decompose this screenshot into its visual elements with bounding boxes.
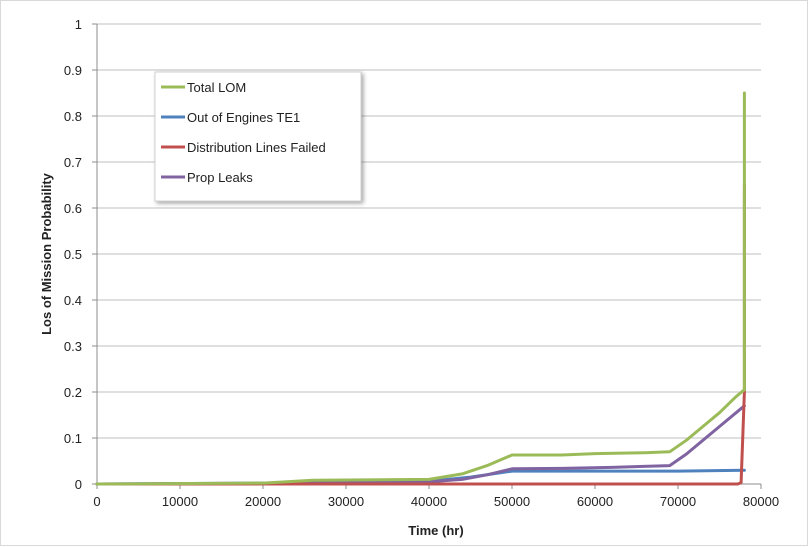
y-tick-label: 0.4 <box>64 293 82 308</box>
legend-label: Out of Engines TE1 <box>187 110 300 125</box>
y-tick-label: 0.6 <box>64 201 82 216</box>
x-tick-label: 80000 <box>743 494 779 509</box>
y-tick-label: 0.3 <box>64 339 82 354</box>
x-axis-title: Time (hr) <box>408 523 463 538</box>
series-line-prop-leaks <box>95 404 746 486</box>
legend-box <box>154 71 362 202</box>
y-tick-label: 0.5 <box>64 247 82 262</box>
y-tick-label: 0.7 <box>64 155 82 170</box>
y-tick-label: 0.8 <box>64 109 82 124</box>
x-tick-label: 60000 <box>577 494 613 509</box>
tick-labels: 0 0.1 0.2 0.3 0.4 0.5 0.6 0.7 0.8 0.9 1 0 10000 20000… <box>64 17 779 509</box>
y-tick-label: 0.2 <box>64 385 82 400</box>
x-tick-label: 10000 <box>162 494 198 509</box>
x-tick-label: 50000 <box>494 494 530 509</box>
x-tick-label: 70000 <box>660 494 696 509</box>
x-tick-label: 30000 <box>328 494 364 509</box>
series-line-total-lom <box>95 91 746 486</box>
y-tick-label: 0 <box>75 477 82 492</box>
x-tick-label: 20000 <box>245 494 281 509</box>
y-axis-title: Los of Mission Probability <box>39 172 54 335</box>
x-tick-label: 0 <box>93 494 100 509</box>
legend-label: Distribution Lines Failed <box>187 140 326 155</box>
y-tick-label: 1 <box>75 17 82 32</box>
x-tick-label: 40000 <box>411 494 447 509</box>
legend-label: Total LOM <box>187 80 246 95</box>
y-tick-label: 0.9 <box>64 63 82 78</box>
y-tick-label: 0.1 <box>64 431 82 446</box>
series-lines <box>95 91 746 486</box>
legend: Total LOM Out of Engines TE1 Distribution … <box>154 71 362 202</box>
series-line-distribution-lines-failed <box>95 183 746 486</box>
legend-label: Prop Leaks <box>187 170 253 185</box>
